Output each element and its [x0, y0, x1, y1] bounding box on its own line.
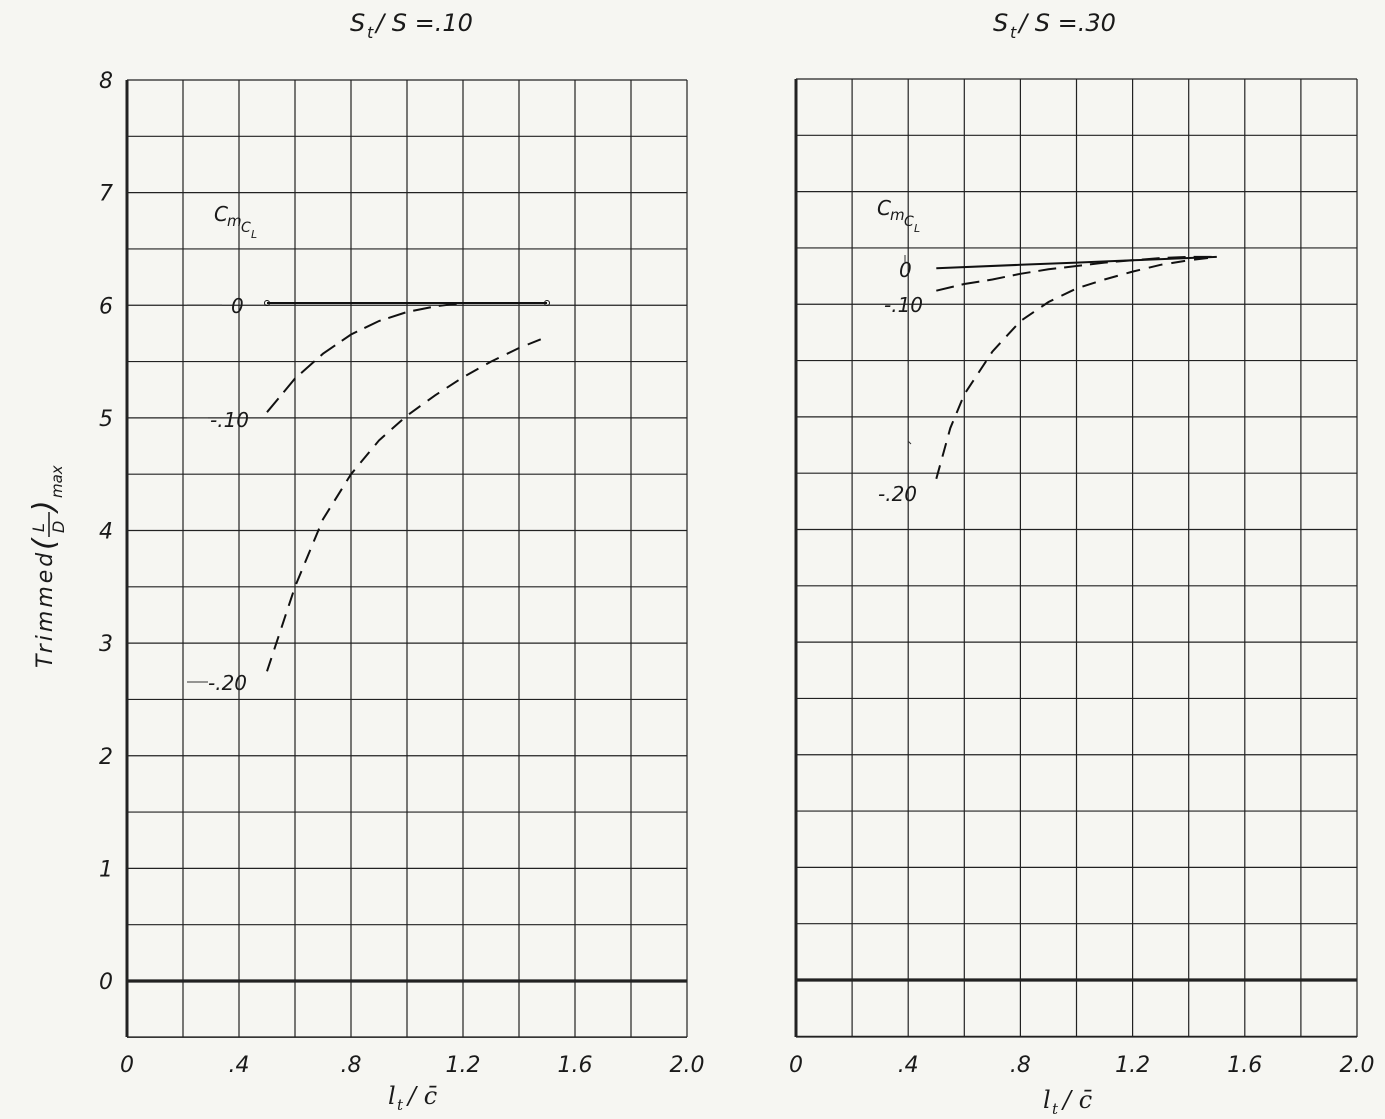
legend-title-right-c2: C: [904, 214, 914, 230]
legend-title-right-l: L: [914, 222, 920, 235]
y-axis-label-sub: max: [48, 465, 66, 498]
x-tick-label: 2.0: [670, 1053, 705, 1078]
x-axis-label-right-main: l: [1043, 1086, 1051, 1114]
x-tick-label: 1.6: [1227, 1053, 1262, 1078]
x-tick-label: 1.6: [558, 1053, 593, 1078]
y-axis-label-frac-num: L: [29, 523, 48, 532]
legend-title-left: C m C L: [214, 202, 257, 241]
panel-title-right-rest: / S =.30: [1017, 9, 1116, 37]
y-axis-label: Trimmed ( L D ) max: [27, 465, 68, 668]
y-tick-label: 0: [99, 970, 113, 995]
x-axis-label-right-sub: t: [1052, 1100, 1059, 1118]
series-label: -.10: [210, 408, 249, 432]
series-labels-left: 0 -.10 -.20: [187, 294, 249, 695]
legend-title-right-m: m: [890, 206, 905, 224]
panel-title-left-main: S: [350, 9, 365, 37]
series-label: -.10: [884, 293, 923, 317]
panel-title-right-main: S: [993, 9, 1008, 37]
tick-labels-right: 0 .4 .8 1.2 1.6 2.0: [789, 1053, 1375, 1078]
x-axis-label-left-rest: / c̄: [406, 1082, 437, 1110]
y-tick-label: 1: [99, 857, 113, 882]
panel-title-right-sub: t: [1010, 23, 1017, 42]
panel-title-right: S t / S =.30: [993, 9, 1116, 42]
series-line: [935, 255, 1217, 480]
x-axis-label-right: l t / c̄: [1043, 1086, 1092, 1118]
x-tick-label: .8: [341, 1053, 362, 1078]
chart-panel-right: 0 .4 .8 1.2 1.6 2.0 S t / S =.30 l t / c̄ C m…: [789, 9, 1375, 1118]
series-label: -.20: [878, 482, 917, 506]
series-end-marker: [264, 299, 270, 306]
series-labels-right: 0 -.10 -.20: [878, 255, 923, 506]
y-tick-label: 6: [99, 294, 113, 319]
x-axis-label-left-sub: t: [397, 1096, 404, 1114]
y-tick-label: 4: [99, 520, 113, 545]
tick-labels-left: 0 .4 .8 1.2 1.6 2.0 0 1 2 3 4 5 6 7 8: [99, 69, 705, 1078]
x-axis-label-left-main: l: [388, 1082, 396, 1110]
series-line: [266, 302, 547, 413]
legend-title-left-c: C: [214, 202, 228, 226]
x-tick-label: 0: [789, 1053, 803, 1078]
x-tick-label: .8: [1010, 1053, 1031, 1078]
x-tick-label: .4: [229, 1053, 250, 1078]
x-tick-label: 1.2: [1115, 1053, 1150, 1078]
panel-title-left-rest: / S =.10: [374, 9, 473, 37]
legend-title-right: C m C L: [877, 196, 920, 235]
y-tick-label: 2: [99, 745, 113, 770]
panel-title-left: S t / S =.10: [350, 9, 473, 42]
legend-title-right-c: C: [877, 196, 891, 220]
y-tick-label: 5: [99, 407, 113, 432]
series-line: [936, 255, 1217, 270]
x-axis-label-left: l t / c̄: [388, 1082, 437, 1114]
y-axis-label-paren-close: ): [27, 500, 62, 514]
y-tick-label: 3: [99, 632, 113, 657]
x-tick-label: 0: [120, 1053, 134, 1078]
series-label: 0: [231, 294, 244, 318]
series-label: 0: [899, 258, 912, 282]
series-group-left: [264, 299, 550, 672]
legend-title-left-c2: C: [241, 220, 251, 236]
label-leader-line: [907, 440, 912, 445]
y-axis-label-frac-den: D: [49, 521, 68, 533]
series-label: -.20: [208, 671, 247, 695]
legend-title-left-m: m: [227, 212, 242, 230]
legend-title-left-l: L: [251, 228, 257, 241]
x-tick-label: 1.2: [446, 1053, 481, 1078]
y-axis-label-paren-open: (: [27, 537, 62, 550]
series-line: [936, 255, 1217, 292]
x-tick-label: .4: [898, 1053, 919, 1078]
y-axis-label-main: Trimmed: [33, 550, 58, 668]
chart-panel-left: 0 .4 .8 1.2 1.6 2.0 0 1 2 3 4 5 6 7 8 S t / S =.10 l t…: [99, 9, 705, 1114]
y-tick-label: 7: [99, 182, 113, 207]
grid-left: [125, 79, 688, 1038]
x-tick-label: 2.0: [1340, 1053, 1375, 1078]
panel-title-left-sub: t: [367, 23, 374, 42]
grid-right: [794, 78, 1358, 1038]
x-axis-label-right-rest: / c̄: [1061, 1086, 1092, 1114]
y-tick-label: 8: [99, 69, 113, 94]
series-group-right: [935, 255, 1217, 480]
